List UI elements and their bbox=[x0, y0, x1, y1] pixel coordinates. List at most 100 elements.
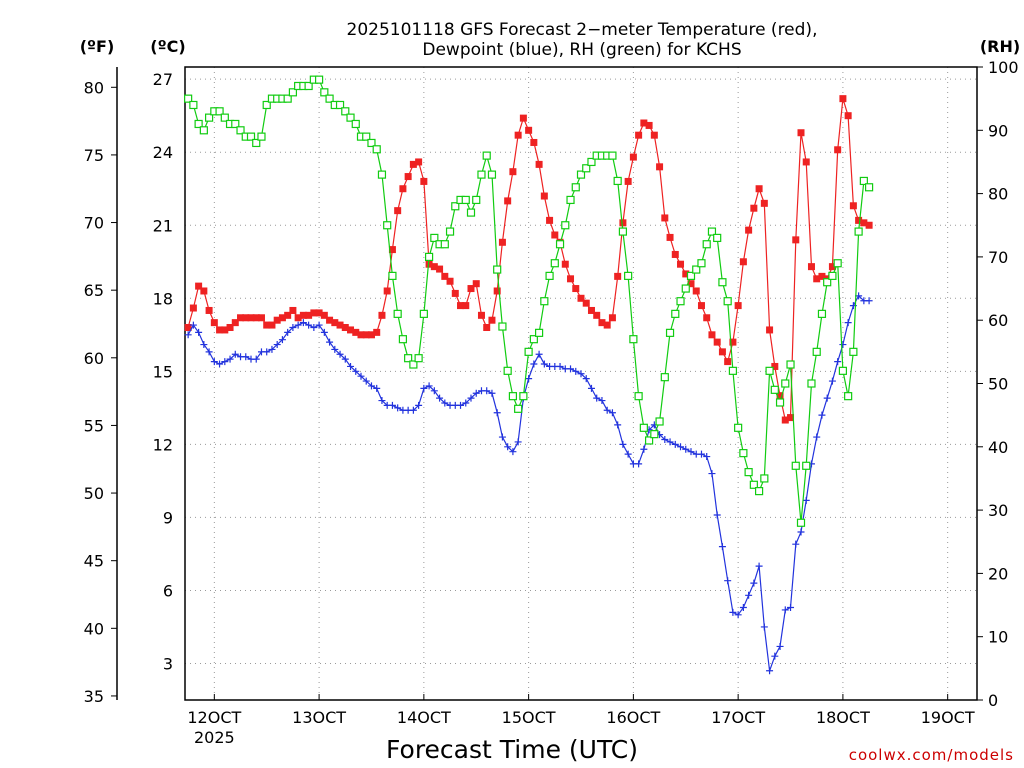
dewpoint-point bbox=[713, 511, 721, 519]
dewpoint-point bbox=[724, 577, 732, 585]
rh-point bbox=[472, 195, 481, 205]
temperature-point bbox=[802, 158, 810, 166]
temperature-point bbox=[624, 177, 632, 185]
rh-point bbox=[754, 487, 764, 496]
rh-point bbox=[744, 468, 753, 477]
dewpoint-point bbox=[540, 360, 548, 368]
dewpoint-point bbox=[336, 350, 344, 358]
rh-tick-label: 30 bbox=[988, 501, 1008, 520]
temperature-point bbox=[436, 265, 444, 273]
dewpoint-point bbox=[839, 341, 847, 349]
rh-point bbox=[194, 119, 203, 129]
temperature-point bbox=[336, 321, 344, 329]
rh-point bbox=[650, 430, 659, 439]
temperature-point bbox=[268, 321, 276, 329]
temperature-point bbox=[189, 304, 197, 312]
temperature-point bbox=[373, 328, 381, 336]
temperature-point bbox=[331, 319, 339, 327]
rh-point bbox=[749, 480, 758, 489]
dewpoint-point bbox=[818, 411, 826, 419]
temperature-point bbox=[195, 282, 203, 290]
temperature-point bbox=[687, 280, 695, 288]
temperature-point bbox=[677, 260, 685, 268]
rh-point bbox=[440, 240, 449, 249]
rh-point bbox=[775, 398, 785, 407]
temperature-point bbox=[739, 258, 747, 266]
dewpoint-point bbox=[467, 394, 475, 402]
dewpoint-point bbox=[718, 543, 726, 551]
dewpoint-point bbox=[347, 362, 355, 370]
temperature-point bbox=[299, 311, 307, 319]
plot-frame bbox=[184, 66, 978, 701]
temperature-point bbox=[409, 160, 417, 168]
dewpoint-point bbox=[226, 355, 234, 363]
grid-lines bbox=[185, 67, 977, 700]
temperature-point bbox=[608, 314, 616, 322]
dewpoint-point bbox=[341, 355, 349, 363]
dewpoint-point bbox=[734, 611, 742, 619]
rh-point bbox=[739, 449, 748, 458]
x-tick-label: 18OCT bbox=[816, 708, 870, 727]
temperature-point bbox=[645, 121, 653, 129]
dewpoint-point bbox=[587, 384, 595, 392]
temperature-point bbox=[289, 306, 297, 314]
rh-point bbox=[545, 271, 554, 280]
dewpoint-point bbox=[299, 319, 307, 327]
rh-point bbox=[770, 385, 779, 394]
rh-point bbox=[765, 366, 774, 375]
celsius-tick-label: 24 bbox=[153, 143, 173, 162]
dewpoint-point bbox=[221, 358, 229, 366]
dewpoint-point bbox=[525, 375, 533, 383]
temperature-point bbox=[493, 287, 501, 295]
rh-point bbox=[629, 335, 638, 344]
dewpoint-point bbox=[823, 394, 831, 402]
rh-point bbox=[367, 138, 376, 148]
temperature-point bbox=[844, 112, 852, 120]
rh-tick-label: 70 bbox=[988, 248, 1008, 267]
x-tick-label: 12OCT bbox=[187, 708, 241, 727]
x-tick-label: 13OCT bbox=[292, 708, 346, 727]
temperature-point bbox=[320, 311, 328, 319]
rh-point bbox=[419, 309, 428, 318]
temperature-point bbox=[446, 277, 454, 285]
source-credit: coolwx.com/models bbox=[849, 746, 1014, 764]
dewpoint-point bbox=[635, 460, 643, 468]
rh-point bbox=[587, 157, 596, 167]
rh-tick-label: 10 bbox=[988, 628, 1008, 647]
rh-point bbox=[655, 417, 664, 426]
rh-point bbox=[351, 119, 360, 129]
rh-point bbox=[362, 132, 371, 141]
temperature-point bbox=[760, 199, 768, 207]
temperature-point bbox=[457, 302, 465, 310]
dewpoint-point bbox=[776, 642, 784, 650]
dewpoint-point bbox=[320, 328, 328, 336]
rh-point bbox=[665, 328, 675, 337]
rh-point bbox=[430, 233, 439, 243]
rh-point bbox=[424, 252, 434, 261]
rh-point bbox=[377, 170, 387, 179]
temperature-point bbox=[839, 95, 847, 103]
rh-point bbox=[451, 202, 460, 211]
temperature-point bbox=[504, 197, 512, 205]
temperature-point bbox=[734, 302, 742, 310]
dewpoint-point bbox=[666, 438, 674, 446]
celsius-tick-label: 15 bbox=[153, 362, 173, 381]
celsius-tick-label: 12 bbox=[153, 435, 173, 454]
dewpoint-point bbox=[362, 377, 370, 385]
rh-point bbox=[692, 265, 701, 274]
temperature-series bbox=[184, 95, 873, 424]
dewpoint-point bbox=[787, 603, 795, 611]
temperature-point bbox=[713, 338, 721, 346]
dewpoint-point bbox=[273, 341, 281, 349]
rh-point bbox=[325, 94, 334, 103]
rh-point bbox=[252, 138, 261, 148]
rh-point bbox=[215, 107, 224, 116]
rh-point bbox=[859, 176, 868, 186]
rh-point bbox=[184, 94, 193, 103]
dewpoint-point bbox=[828, 377, 836, 385]
celsius-tick-label: 18 bbox=[153, 289, 173, 308]
dewpoint-point bbox=[598, 397, 606, 405]
dewpoint-point bbox=[457, 401, 465, 409]
temperature-point bbox=[310, 309, 318, 317]
rh-point bbox=[618, 227, 628, 236]
